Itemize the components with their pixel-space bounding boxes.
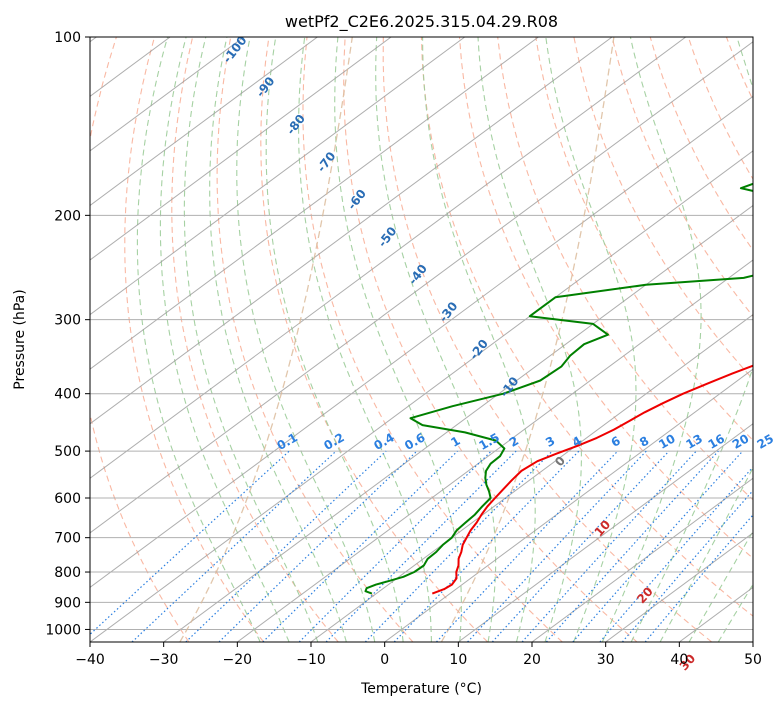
mixing-ratio-line — [325, 450, 517, 642]
reference-curve — [179, 37, 353, 642]
x-tick-label: 30 — [597, 652, 615, 668]
x-axis-title: Temperature (°C) — [360, 681, 482, 697]
isotherm-line — [384, 368, 753, 642]
x-tick-label: −30 — [149, 652, 179, 668]
mixing-ratio-label: 25 — [755, 431, 775, 451]
moist-adiabat-line — [159, 37, 290, 642]
y-tick-label: 300 — [54, 313, 81, 329]
isotherm-line — [605, 532, 753, 642]
x-tick-label: 10 — [449, 652, 467, 668]
isotherm-line — [90, 37, 245, 152]
y-tick-label: 1000 — [45, 622, 81, 638]
isotherm-line — [163, 204, 753, 642]
y-tick-label: 200 — [54, 208, 81, 224]
isotherm-line — [531, 477, 753, 642]
dry-adiabat-line — [302, 37, 563, 642]
mixing-ratio-line — [364, 450, 553, 642]
x-tick-label: 0 — [380, 652, 389, 668]
x-tick-label: 50 — [744, 652, 762, 668]
moist-adiabat-line — [630, 37, 753, 642]
moist-adiabat-line — [422, 37, 536, 642]
y-tick-label: 400 — [54, 387, 81, 403]
x-tick-label: −20 — [223, 652, 253, 668]
isotherm-line — [237, 259, 753, 642]
moist-adiabat-line — [136, 37, 261, 642]
temperature-profile-line — [431, 364, 753, 595]
isotherm-line — [458, 423, 753, 642]
y-tick-label: 700 — [54, 531, 81, 547]
x-tick-label: −40 — [75, 652, 105, 668]
moist-adiabat-line — [265, 37, 404, 642]
mixing-ratio-line — [545, 450, 719, 642]
dry-adiabat-line — [420, 37, 753, 617]
axes-layer: −40 −30 −20 −10 0 10 20 30 40 50 1000 900 800 700 600 5… — [45, 30, 762, 668]
plot-frame — [89, 36, 754, 643]
mixing-ratio-line — [298, 450, 492, 642]
moist-adiabat-line — [209, 37, 347, 642]
y-tick-label: 500 — [54, 444, 81, 460]
moist-adiabat-line — [183, 37, 319, 642]
moist-adiabat-line — [298, 37, 432, 642]
y-tick-label: 800 — [54, 565, 81, 581]
grid-layer — [90, 37, 753, 642]
mixing-ratio-line — [435, 450, 619, 642]
dry-adiabat-line — [124, 37, 264, 642]
moist-adiabat-line — [477, 37, 582, 642]
moist-adiabat-line — [334, 37, 462, 642]
mixing-ratio-line — [262, 450, 458, 642]
series-layer — [364, 182, 753, 595]
y-axis-title: Pressure (hPa) — [12, 289, 28, 389]
mixing-ratio-line — [185, 450, 387, 642]
isotherm-line — [90, 150, 753, 642]
mixing-ratio-line — [521, 450, 697, 642]
mixing-ratio-line — [491, 450, 670, 642]
y-tick-label: 900 — [54, 595, 81, 611]
dry-adiabat-line — [497, 37, 753, 501]
moist-adiabat-line — [601, 37, 702, 642]
isotherm-line — [90, 37, 466, 316]
isotherm-line — [90, 37, 392, 261]
y-tick-label: 600 — [54, 491, 81, 507]
dry-adiabat-line — [90, 37, 190, 642]
dry-adiabat-line — [171, 37, 339, 642]
x-tick-label: 20 — [523, 652, 541, 668]
mixing-ratio-line — [393, 450, 580, 642]
moist-adiabat-line — [659, 466, 753, 642]
isotherm-line — [90, 95, 753, 589]
dry-adiabat-line — [458, 37, 753, 559]
moist-adiabat-line — [236, 37, 376, 642]
dry-adiabat-line — [535, 37, 753, 442]
x-tick-label: 40 — [670, 652, 688, 668]
isotherm-line — [90, 37, 539, 370]
dewpoint-profile-line — [364, 182, 753, 595]
x-tick-label: −10 — [296, 652, 326, 668]
isotherm-line — [90, 41, 753, 534]
mixing-ratio-line — [218, 450, 418, 642]
isotherm-line — [90, 37, 613, 425]
dry-adiabat-line — [260, 37, 488, 642]
reference-curve — [440, 37, 615, 642]
mixing-ratio-line — [572, 450, 744, 642]
isotherm-line — [90, 37, 318, 207]
isotherm-line — [90, 37, 687, 479]
y-tick-label: 100 — [54, 30, 81, 46]
chart-title: wetPf2_C2E6.2025.315.04.29.R08 — [285, 12, 558, 32]
